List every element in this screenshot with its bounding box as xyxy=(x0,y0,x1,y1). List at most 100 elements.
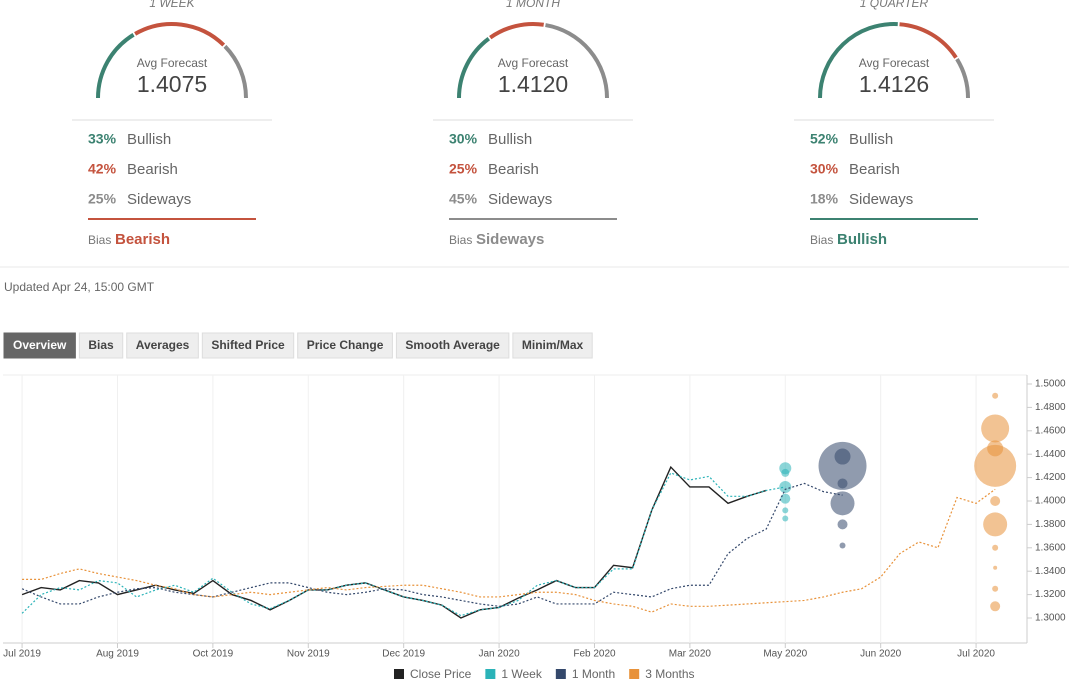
legend-label[interactable]: Close Price xyxy=(410,667,472,681)
forecast-bubble xyxy=(981,414,1010,443)
bias-label: Bias xyxy=(810,233,833,247)
legend-swatch[interactable] xyxy=(485,669,496,679)
avg-value: 1.4120 xyxy=(498,71,568,97)
forecast-bubble xyxy=(830,491,855,516)
series-line xyxy=(22,488,996,613)
y-tick-label: 1.4000 xyxy=(1035,496,1066,507)
x-tick-label: Feb 2020 xyxy=(573,649,616,660)
forecast-bubble xyxy=(781,468,790,477)
percent: 52% xyxy=(810,131,839,147)
tab-label[interactable]: Minim/Max xyxy=(522,338,584,352)
percent: 45% xyxy=(449,191,478,207)
percent: 25% xyxy=(88,191,117,207)
sentiment-label: Sideways xyxy=(849,191,913,208)
tab-label[interactable]: Averages xyxy=(136,338,190,352)
legend-label[interactable]: 3 Months xyxy=(645,667,694,681)
tab-label[interactable]: Overview xyxy=(13,338,67,352)
gauge-segment xyxy=(457,37,491,99)
forecast-bubble xyxy=(780,493,791,504)
percent: 18% xyxy=(810,191,839,207)
x-tick-label: Nov 2019 xyxy=(287,649,330,660)
sentiment-label: Bullish xyxy=(488,131,532,148)
sentiment-label: Bullish xyxy=(127,131,171,148)
series-line xyxy=(21,482,843,607)
period-label: 1 QUARTER xyxy=(860,0,929,10)
y-tick-label: 1.4800 xyxy=(1035,402,1066,413)
percent: 33% xyxy=(88,131,117,147)
tab-label[interactable]: Price Change xyxy=(307,338,384,352)
gauge-segment xyxy=(134,22,226,47)
sentiment-label: Bullish xyxy=(849,131,893,148)
bias-value: Sideways xyxy=(476,231,544,248)
legend-label[interactable]: 1 Month xyxy=(572,667,615,681)
x-tick-label: Jun 2020 xyxy=(860,649,902,660)
tab-label[interactable]: Bias xyxy=(88,338,114,352)
legend-label[interactable]: 1 Week xyxy=(501,667,542,681)
y-tick-label: 1.4400 xyxy=(1035,449,1066,460)
legend-swatch[interactable] xyxy=(629,669,640,679)
series-line xyxy=(21,472,786,617)
x-tick-label: Dec 2019 xyxy=(382,649,425,660)
period-label: 1 WEEK xyxy=(149,0,195,10)
x-tick-label: Jan 2020 xyxy=(479,649,521,660)
tab-label[interactable]: Smooth Average xyxy=(405,338,500,352)
percent: 25% xyxy=(449,161,478,177)
forecast-bubble xyxy=(992,585,999,592)
percent: 30% xyxy=(449,131,478,147)
x-tick-label: Mar 2020 xyxy=(669,649,712,660)
tab[interactable] xyxy=(395,332,510,359)
avg-label: Avg Forecast xyxy=(498,56,569,70)
x-tick-label: Jul 2020 xyxy=(957,649,995,660)
bias-value: Bullish xyxy=(837,231,887,248)
tab[interactable] xyxy=(3,332,76,359)
forecast-bubble xyxy=(983,512,1008,537)
y-tick-label: 1.4600 xyxy=(1035,425,1066,436)
sentiment-label: Bearish xyxy=(488,161,539,178)
y-tick-label: 1.5000 xyxy=(1035,379,1066,390)
gauge-segment xyxy=(955,58,970,99)
tab[interactable] xyxy=(201,332,295,359)
updated-text: Updated Apr 24, 15:00 GMT xyxy=(4,280,155,294)
forecast-bubble xyxy=(837,478,848,489)
x-tick-label: Aug 2019 xyxy=(96,649,139,660)
forecast-bubble xyxy=(990,601,1001,612)
avg-label: Avg Forecast xyxy=(137,56,208,70)
avg-value: 1.4126 xyxy=(859,71,929,97)
sentiment-label: Sideways xyxy=(488,191,552,208)
forecast-bubble xyxy=(992,392,999,399)
tab[interactable] xyxy=(512,332,593,359)
forecast-bubble xyxy=(839,542,846,549)
forecast-bubble xyxy=(992,544,999,551)
tab[interactable] xyxy=(297,332,393,359)
sentiment-label: Sideways xyxy=(127,191,191,208)
forecast-bubble xyxy=(974,444,1017,487)
period-label: 1 MONTH xyxy=(506,0,560,10)
percent: 30% xyxy=(810,161,839,177)
legend-swatch[interactable] xyxy=(394,669,404,679)
avg-label: Avg Forecast xyxy=(859,56,930,70)
y-tick-label: 1.3800 xyxy=(1035,519,1066,530)
avg-value: 1.4075 xyxy=(137,71,207,97)
forecast-bubble xyxy=(818,441,867,490)
forecast-bubble xyxy=(990,496,1001,506)
gauge-segment xyxy=(899,22,958,59)
y-tick-label: 1.3200 xyxy=(1035,589,1066,600)
y-tick-label: 1.3000 xyxy=(1035,613,1066,624)
series-line xyxy=(21,465,767,619)
tab[interactable] xyxy=(78,332,124,359)
tab[interactable] xyxy=(126,332,199,359)
bias-label: Bias xyxy=(88,233,111,247)
gauge-segment xyxy=(489,22,544,40)
y-tick-label: 1.4200 xyxy=(1035,472,1066,483)
forecast-bubble xyxy=(782,507,789,514)
forecast-bubble xyxy=(993,565,998,570)
gauge-segment xyxy=(545,23,609,99)
percent: 42% xyxy=(88,161,117,177)
gauge-segment xyxy=(223,44,248,99)
legend-swatch[interactable] xyxy=(555,669,566,679)
forecast-bubble xyxy=(779,480,792,493)
bias-value: Bearish xyxy=(115,231,170,248)
tab-label[interactable]: Shifted Price xyxy=(211,338,285,352)
